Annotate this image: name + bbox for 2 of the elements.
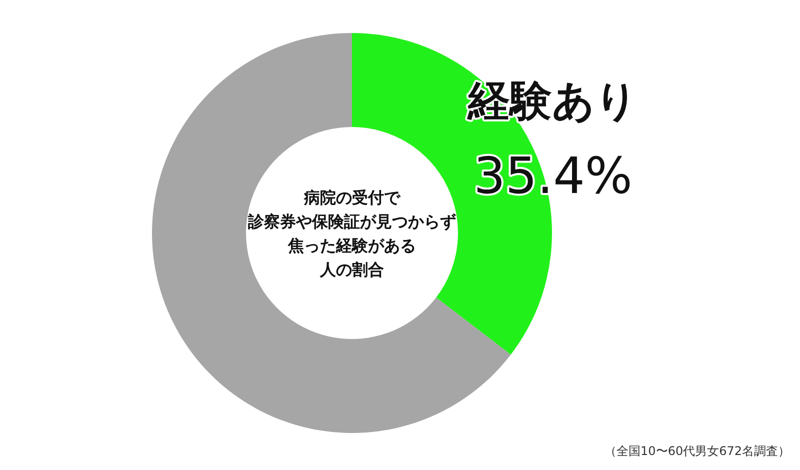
text: （全国10〜60代男女672名調査） — [604, 444, 790, 458]
text: 病院の受付で診察券や保険証が見つからず焦った経験がある人の割合 — [247, 188, 456, 279]
